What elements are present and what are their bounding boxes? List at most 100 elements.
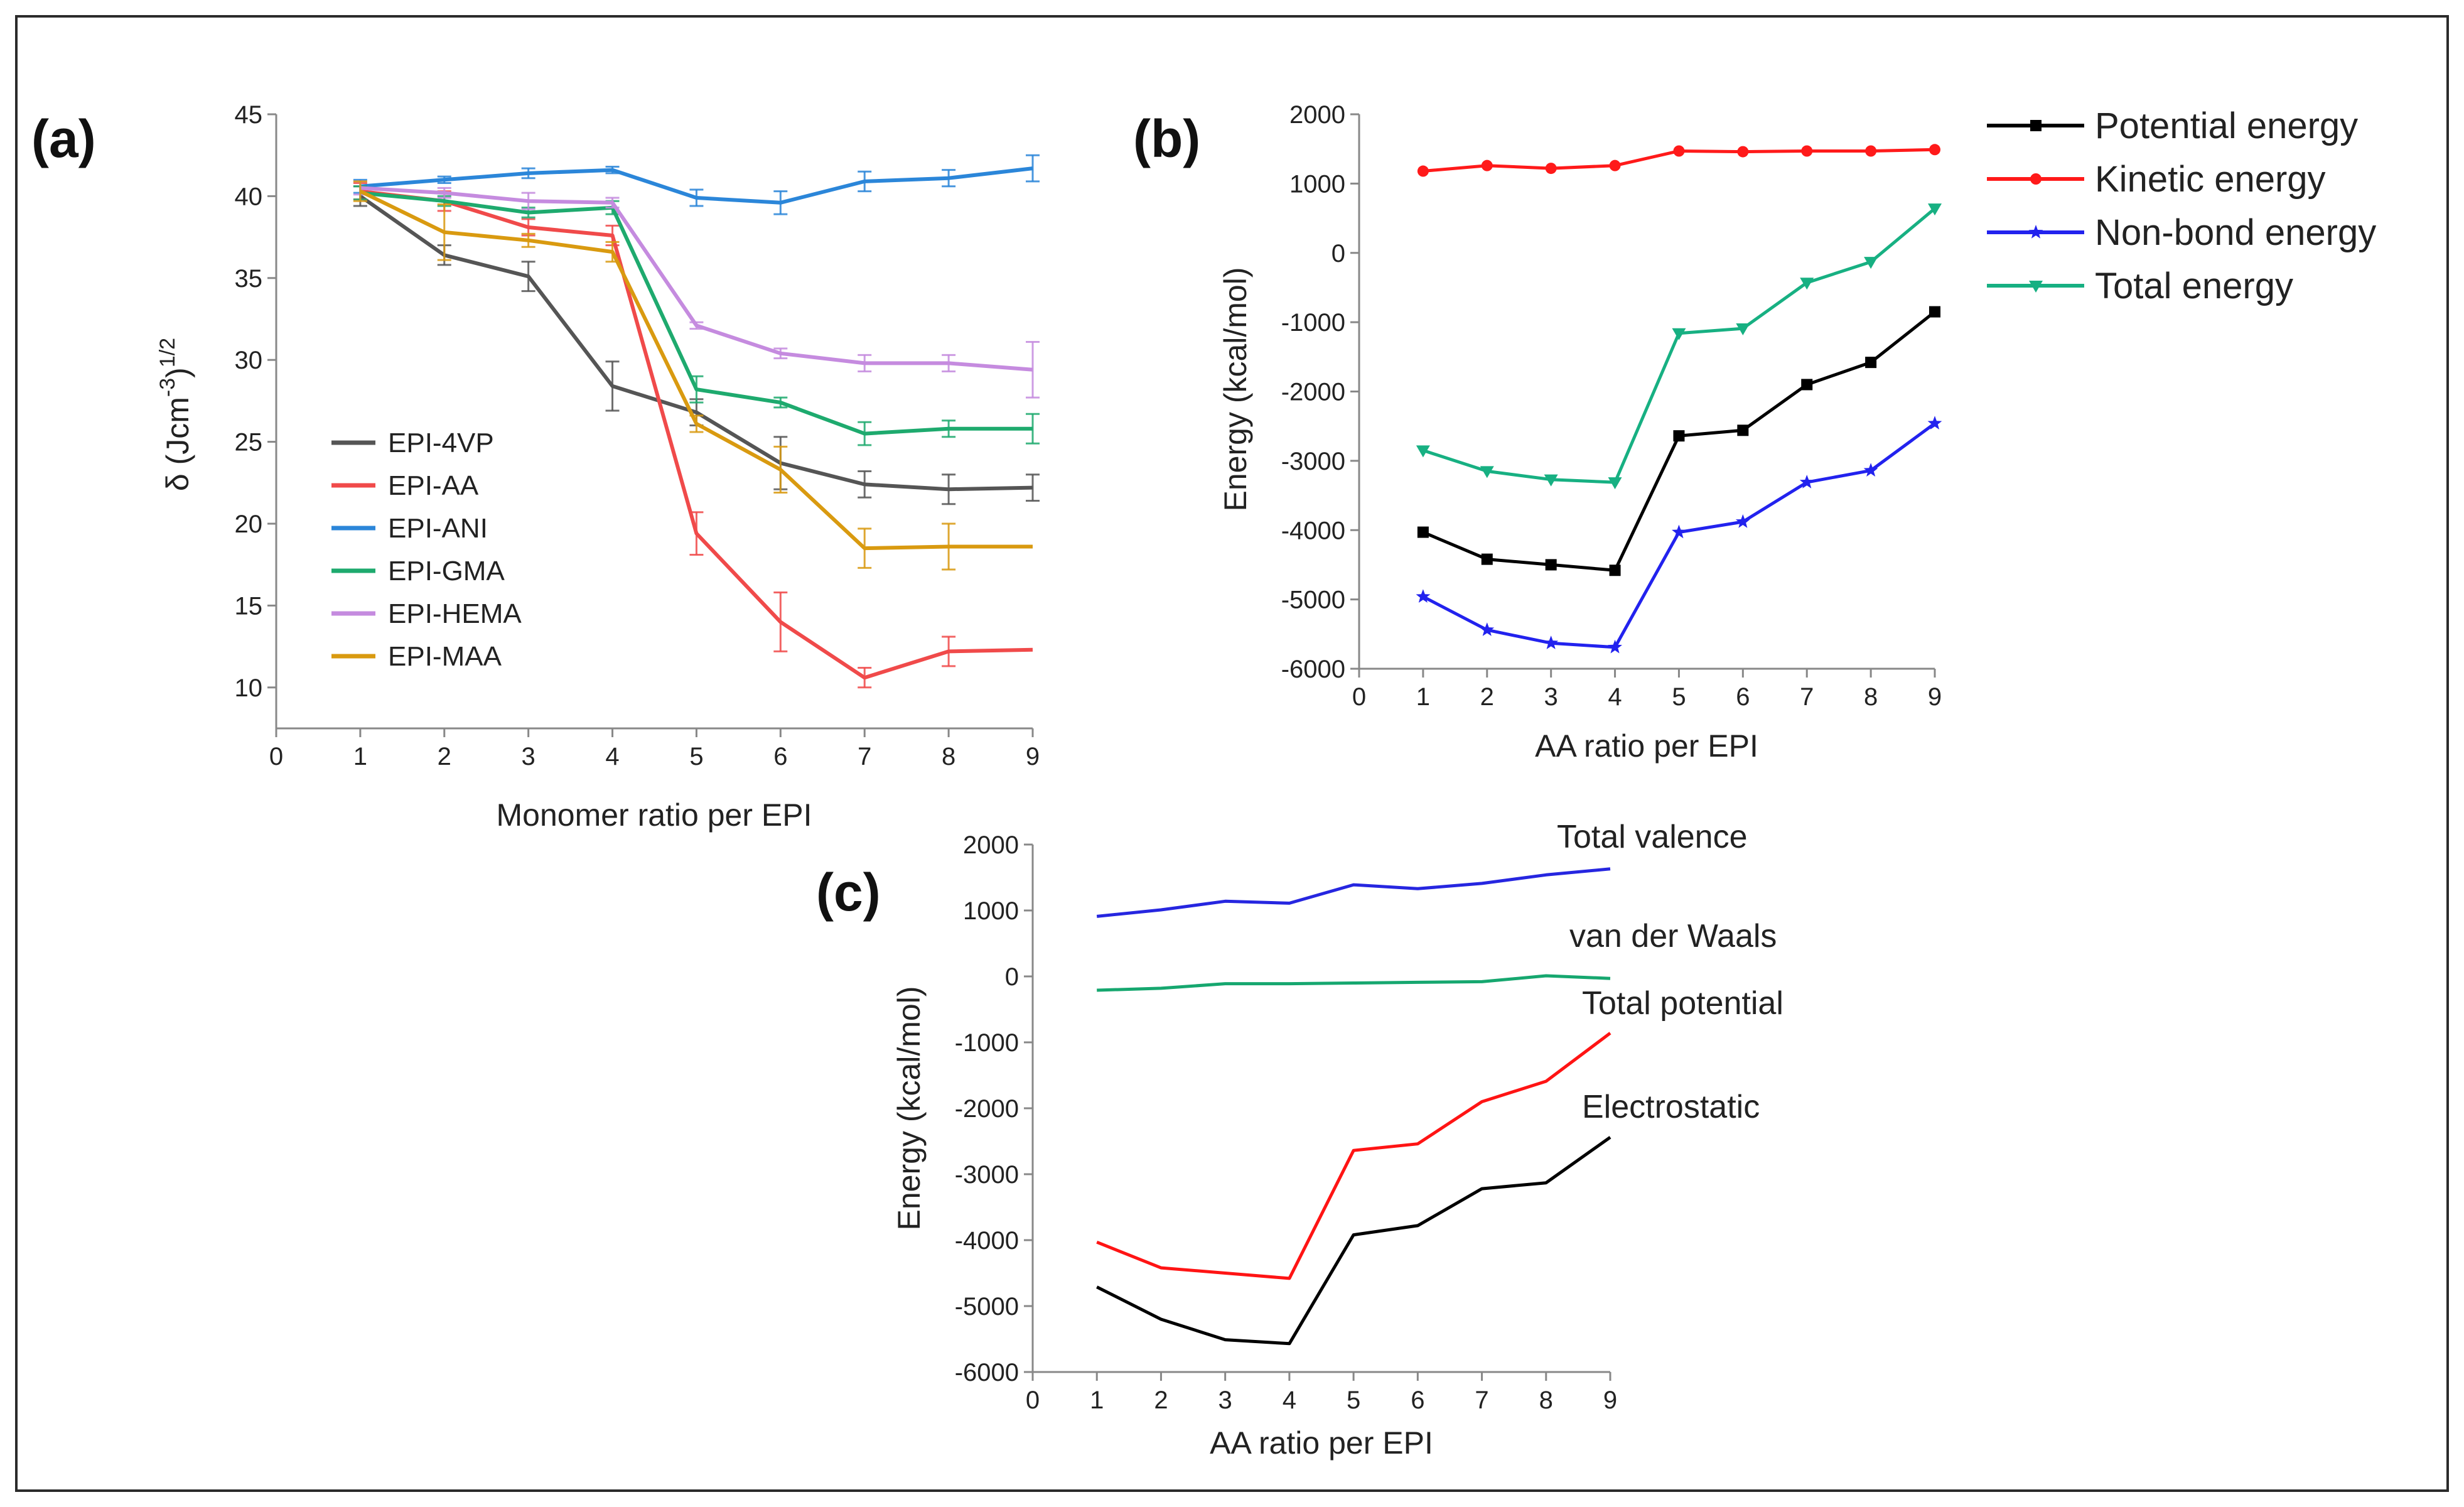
figure-frame	[15, 15, 2449, 1492]
x-tick-label: 2	[438, 743, 451, 770]
data-point-non-bond-energy	[1672, 524, 1686, 539]
panel-a-y-label: δ (Jcm-3)1/2	[156, 338, 195, 491]
data-point-total-energy	[1608, 477, 1622, 490]
y-tick-label: -6000	[955, 1359, 1019, 1386]
data-point-total-energy	[1736, 323, 1750, 336]
data-point-potential-energy	[1737, 424, 1749, 436]
series-line-total-valence	[1096, 867, 1611, 918]
data-point-kinetic-energy	[1609, 159, 1621, 171]
y-tick-label: 45	[235, 101, 263, 129]
y-tick-label: -1000	[1281, 309, 1345, 337]
legend-label-non-bond-energy: Non-bond energy	[2095, 212, 2376, 253]
x-tick-label: 6	[1411, 1386, 1424, 1414]
data-point-total-energy	[1544, 474, 1558, 487]
y-tick-label: -1000	[955, 1029, 1019, 1057]
data-point-potential-energy	[1481, 553, 1493, 565]
panel-b-x-ticks: 0 1 2 3 4 5 6 7 8 9	[1352, 669, 1942, 711]
legend-label-epi-hema: EPI-HEMA	[388, 598, 522, 629]
panel-a-x-ticks: 0 1 2 3 4 5 6 7 8 9	[269, 728, 1040, 770]
data-point-total-energy	[1864, 257, 1878, 269]
x-tick-label: 2	[1154, 1386, 1168, 1414]
data-point-total-energy	[1800, 278, 1814, 290]
panel-a-y-label-main: δ (Jcm	[160, 397, 195, 491]
panel-c-series	[1096, 867, 1611, 1346]
panel-c-annotations: Total valence van der Waals Total potentia…	[1557, 819, 1783, 1125]
data-point-total-energy	[1928, 203, 1942, 216]
legend-label-epi-aa: EPI-AA	[388, 470, 479, 501]
y-tick-label: -3000	[955, 1161, 1019, 1189]
x-tick-label: 5	[1347, 1386, 1360, 1414]
x-tick-label: 3	[1219, 1386, 1232, 1414]
data-point-kinetic-energy	[1417, 165, 1429, 177]
x-tick-label: 8	[1864, 683, 1878, 711]
y-tick-label: -3000	[1281, 448, 1345, 475]
data-point-total-energy	[1672, 328, 1686, 340]
x-tick-label: 0	[269, 743, 283, 770]
panel-b-x-label: AA ratio per EPI	[1535, 728, 1758, 764]
data-point-total-energy	[1480, 466, 1494, 478]
annotation-total-valence: Total valence	[1557, 819, 1748, 855]
data-point-potential-energy	[1417, 526, 1429, 538]
x-tick-label: 6	[1736, 683, 1750, 711]
y-tick-label: 2000	[963, 831, 1019, 859]
x-tick-label: 5	[1672, 683, 1686, 711]
data-point-non-bond-energy	[1480, 622, 1495, 636]
x-tick-label: 4	[1283, 1386, 1296, 1414]
y-tick-label: 10	[235, 674, 263, 702]
x-tick-label: 3	[522, 743, 535, 770]
x-tick-label: 4	[1608, 683, 1622, 711]
y-tick-label: 2000	[1289, 101, 1345, 129]
panel-c-x-ticks: 0 1 2 3 4 5 6 7 8 9	[1026, 1372, 1617, 1414]
panel-a-series	[353, 154, 1040, 689]
data-point-non-bond-energy	[1735, 514, 1750, 528]
y-tick-label: -2000	[955, 1095, 1019, 1123]
y-tick-label: -2000	[1281, 379, 1345, 406]
x-tick-label: 1	[353, 743, 367, 770]
data-point-kinetic-energy	[1673, 145, 1685, 157]
legend-marker-kinetic-energy	[2030, 173, 2042, 185]
panel-a-y-label-sup2: 1/2	[156, 338, 180, 367]
y-tick-label: 1000	[963, 897, 1019, 925]
data-point-kinetic-energy	[1545, 163, 1557, 175]
legend-label-epi-4vp: EPI-4VP	[388, 428, 494, 458]
x-tick-label: 6	[773, 743, 787, 770]
x-tick-label: 5	[689, 743, 703, 770]
y-tick-label: 20	[235, 510, 263, 538]
panel-a-legend: EPI-4VP EPI-AA EPI-ANI EPI-GMA EPI-HEMA EPI-M…	[331, 428, 522, 672]
y-tick-label: 15	[235, 592, 263, 620]
y-tick-label: 40	[235, 183, 263, 210]
x-tick-label: 8	[942, 743, 955, 770]
y-tick-label: -5000	[1281, 586, 1345, 614]
data-point-potential-energy	[1865, 357, 1877, 369]
annotation-van-der-waals: van der Waals	[1569, 918, 1777, 954]
panel-b-legend: Potential energy Kinetic energy Non-bond e…	[1987, 105, 2376, 306]
panel-c-label: (c)	[816, 863, 881, 922]
data-point-potential-energy	[1801, 379, 1813, 391]
data-point-total-energy	[1416, 445, 1430, 458]
y-tick-label: -4000	[955, 1227, 1019, 1255]
x-tick-label: 4	[605, 743, 619, 770]
data-point-potential-energy	[1609, 564, 1621, 576]
y-tick-label: 30	[235, 347, 263, 374]
legend-marker-non-bond-energy	[2028, 225, 2043, 239]
series-line-total-potential	[1096, 1032, 1611, 1280]
panel-b-y-ticks: -6000 -5000 -4000 -3000 -2000 -1000 0 1000 2000	[1281, 101, 1359, 683]
data-point-potential-energy	[1929, 306, 1940, 318]
panel-b-series	[1416, 144, 1942, 654]
panel-a-label: (a)	[31, 109, 96, 168]
panel-c: (c) -6000 -5000 -4000 -3000 -2000 -1000 0 1000 2…	[816, 819, 1783, 1461]
y-tick-label: -4000	[1281, 517, 1345, 544]
series-line-electrostatic	[1096, 1136, 1611, 1346]
data-point-non-bond-energy	[1927, 416, 1942, 429]
x-tick-label: 2	[1480, 683, 1494, 711]
y-tick-label: 0	[1332, 240, 1345, 267]
legend-marker-potential-energy	[2030, 120, 2042, 131]
x-tick-label: 9	[1026, 743, 1040, 770]
y-tick-label: 25	[235, 429, 263, 456]
legend-label-epi-gma: EPI-GMA	[388, 556, 505, 586]
panel-c-y-label: Energy (kcal/mol)	[891, 986, 927, 1231]
y-tick-label: 35	[235, 265, 263, 293]
data-point-kinetic-energy	[1865, 145, 1877, 157]
panel-c-y-ticks: -6000 -5000 -4000 -3000 -2000 -1000 0 1000 2000	[955, 831, 1033, 1386]
